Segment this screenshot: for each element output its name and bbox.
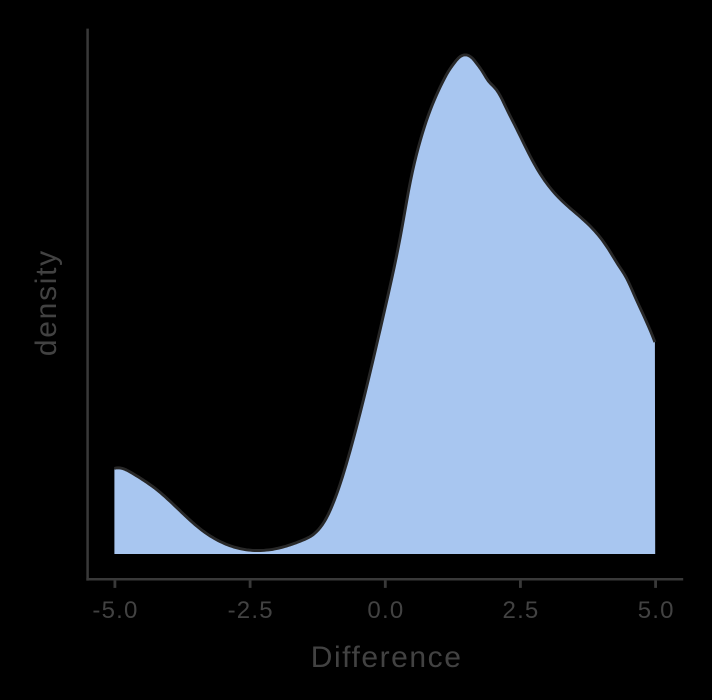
- svg-text:-5.0: -5.0: [92, 597, 138, 624]
- svg-text:-2.5: -2.5: [228, 597, 274, 624]
- svg-text:Difference: Difference: [311, 641, 463, 674]
- svg-text:0.0: 0.0: [367, 597, 404, 624]
- svg-text:2.5: 2.5: [503, 597, 540, 624]
- svg-text:density: density: [30, 249, 63, 356]
- svg-text:5.0: 5.0: [638, 597, 675, 624]
